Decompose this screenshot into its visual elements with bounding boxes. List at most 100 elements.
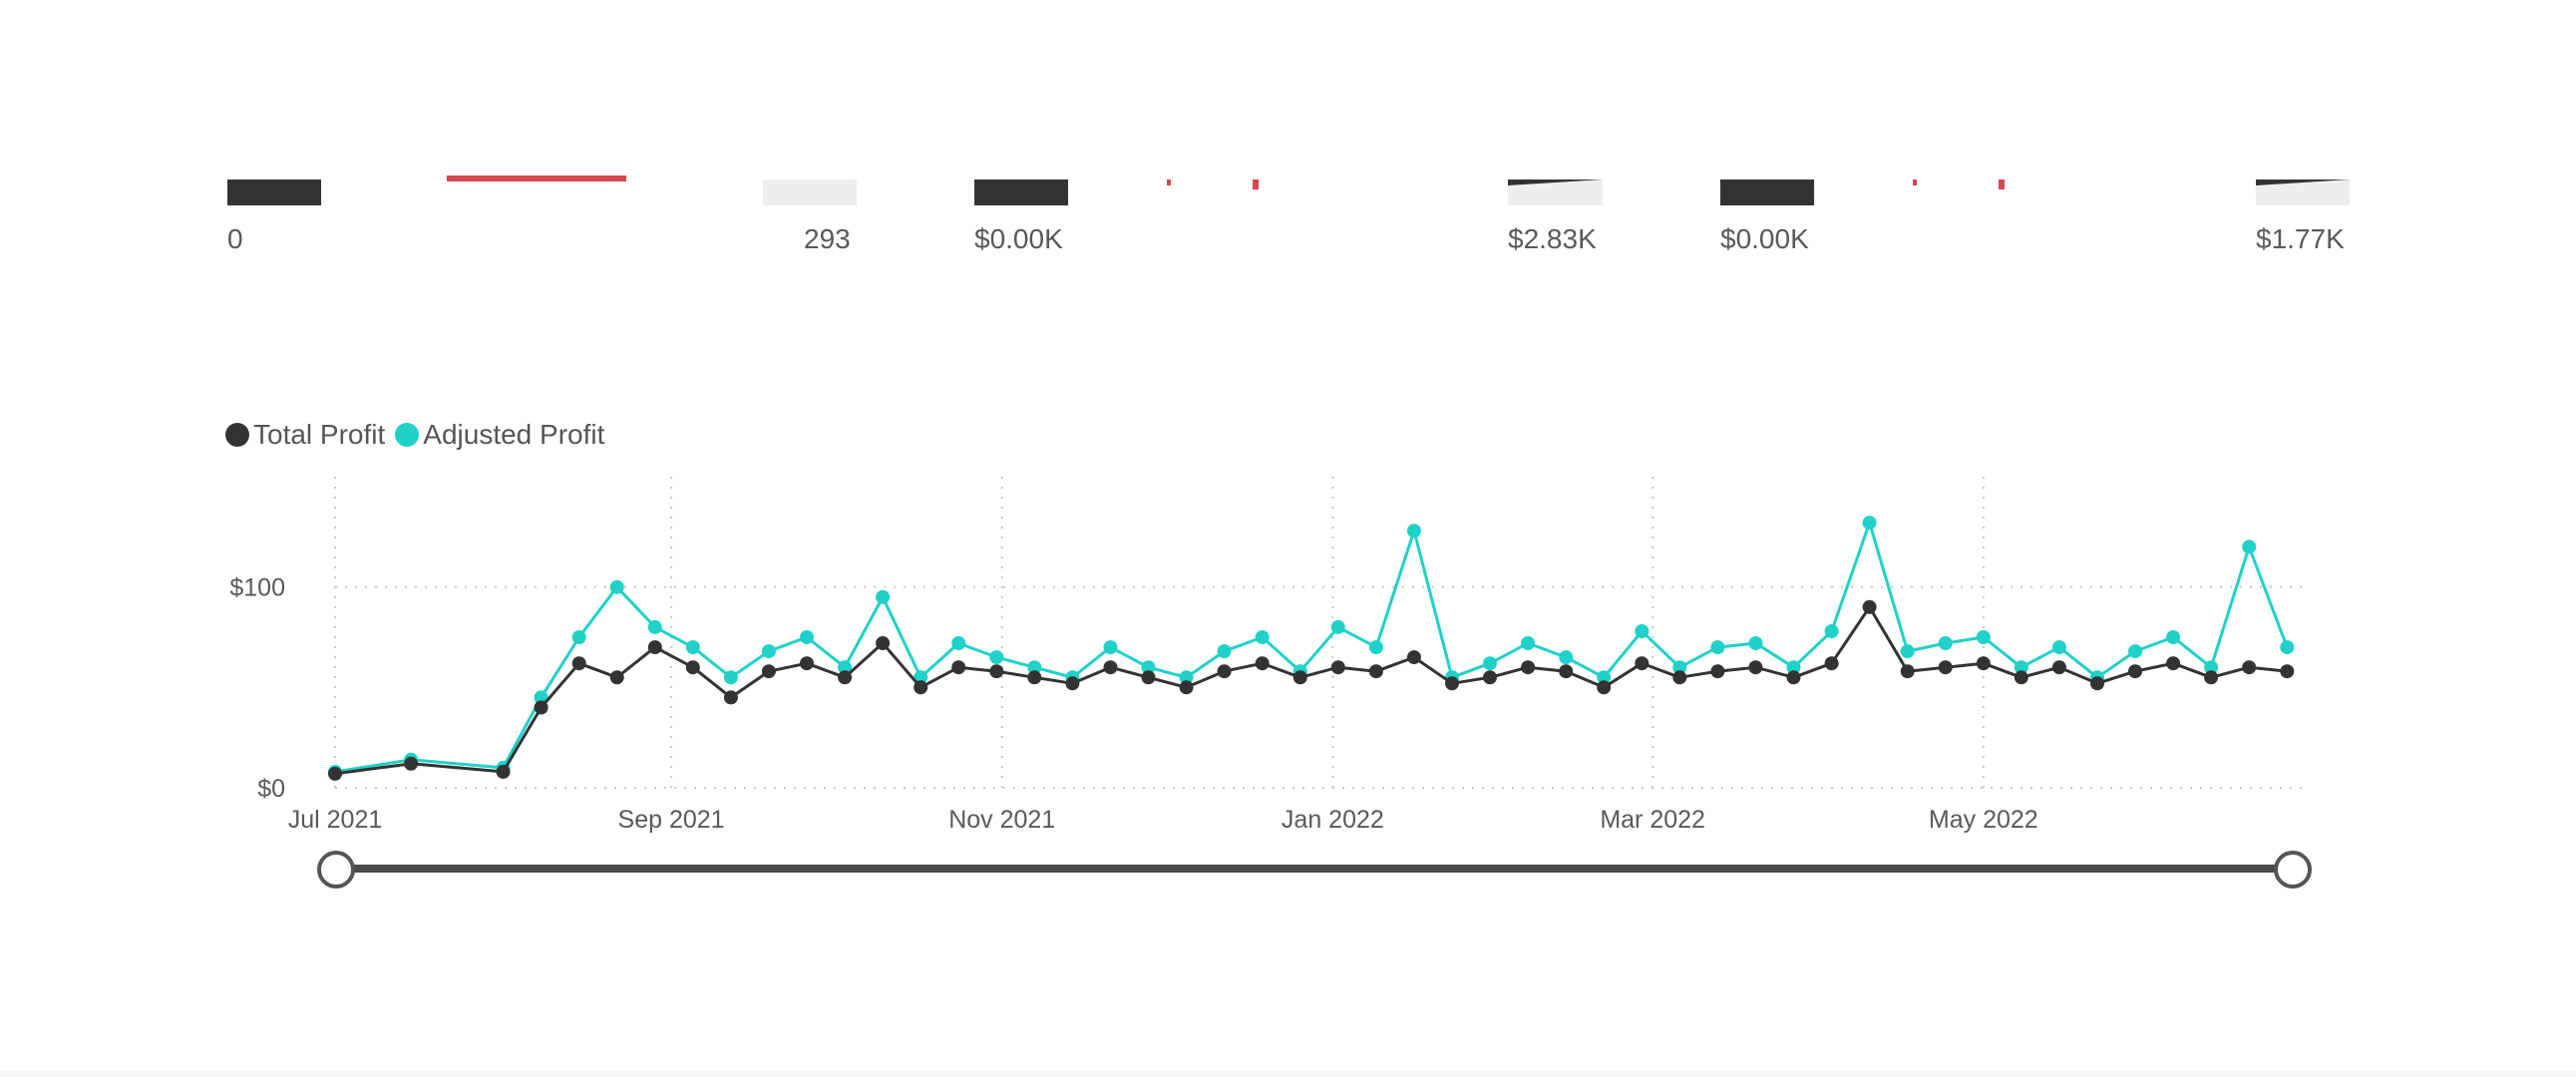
data-point-total-profit — [914, 680, 928, 695]
legend-label-total-profit: Total Profit — [253, 419, 386, 450]
profit-line-chart: $0 $100 Jul 2021 Sep 2021 Nov 2021 Jan 2022 Ma… — [229, 477, 2309, 834]
kpi-red-mark-4 — [1913, 180, 1917, 185]
x-tick-label: Mar 2022 — [1600, 806, 1705, 834]
data-point-adjusted-profit — [1710, 640, 1725, 655]
kpi-label-2: 293 — [804, 223, 851, 254]
kpi-red-mark-3 — [1253, 180, 1259, 189]
data-point-total-profit — [1368, 664, 1383, 679]
data-point-adjusted-profit — [647, 619, 662, 634]
data-point-total-profit — [1330, 660, 1345, 675]
date-range-start-handle[interactable] — [317, 851, 355, 889]
data-point-total-profit — [1976, 656, 1991, 671]
kpi-label-6: $1.77K — [2256, 223, 2345, 254]
data-point-adjusted-profit — [1255, 630, 1270, 644]
kpi-red-mark-1 — [447, 176, 626, 181]
data-point-adjusted-profit — [1521, 636, 1536, 650]
data-point-adjusted-profit — [609, 579, 624, 594]
data-point-total-profit — [1141, 670, 1156, 685]
kpi-wedge-1 — [1508, 180, 1603, 185]
kpi-label-3: $0.00K — [974, 223, 1063, 254]
date-range-slider-track[interactable] — [335, 865, 2294, 873]
data-point-total-profit — [2014, 670, 2028, 685]
data-point-total-profit — [761, 664, 776, 679]
kpi-bar-2 — [763, 180, 857, 205]
data-point-total-profit — [1672, 670, 1687, 685]
data-point-adjusted-profit — [1900, 644, 1915, 659]
legend-item-total-profit[interactable]: Total Profit — [225, 419, 385, 451]
data-point-total-profit — [404, 756, 419, 771]
data-point-total-profit — [1635, 656, 1650, 671]
data-point-total-profit — [1065, 676, 1080, 691]
chart-legend: Total Profit Adjusted Profit — [225, 419, 614, 451]
data-point-total-profit — [1900, 664, 1915, 679]
data-point-total-profit — [2051, 660, 2066, 675]
data-point-adjusted-profit — [1862, 516, 1877, 531]
data-point-adjusted-profit — [2128, 644, 2142, 659]
chart-series — [328, 516, 2295, 781]
data-point-total-profit — [1710, 664, 1725, 679]
data-point-total-profit — [838, 670, 853, 685]
chart-axes: $0 $100 Jul 2021 Sep 2021 Nov 2021 Jan 2022 Ma… — [229, 574, 2037, 834]
legend-dot-total-profit — [225, 423, 249, 447]
data-point-adjusted-profit — [761, 644, 776, 659]
data-point-total-profit — [496, 764, 511, 779]
data-point-total-profit — [723, 690, 738, 705]
data-point-adjusted-profit — [1179, 670, 1194, 685]
data-point-total-profit — [1103, 660, 1118, 675]
data-point-total-profit — [1027, 670, 1042, 685]
x-tick-label: Jul 2021 — [288, 806, 383, 834]
data-point-adjusted-profit — [723, 670, 738, 685]
data-point-total-profit — [1559, 664, 1574, 679]
data-point-adjusted-profit — [2280, 640, 2295, 655]
data-point-total-profit — [1217, 664, 1232, 679]
kpi-bar-3 — [974, 180, 1068, 205]
data-point-adjusted-profit — [1748, 636, 1763, 650]
data-point-adjusted-profit — [876, 589, 891, 604]
data-point-adjusted-profit — [2204, 660, 2219, 675]
date-range-end-handle[interactable] — [2274, 851, 2312, 889]
data-point-adjusted-profit — [1027, 660, 1042, 675]
data-point-total-profit — [1521, 660, 1536, 675]
data-point-total-profit — [2280, 664, 2295, 679]
data-point-adjusted-profit — [571, 630, 586, 644]
data-point-adjusted-profit — [1786, 660, 1801, 675]
data-point-total-profit — [989, 664, 1004, 679]
data-point-adjusted-profit — [2014, 660, 2028, 675]
x-tick-label: Nov 2021 — [948, 806, 1055, 834]
data-point-adjusted-profit — [951, 636, 966, 650]
data-point-total-profit — [1862, 599, 1877, 614]
series-line-total-profit — [334, 605, 2288, 776]
data-point-adjusted-profit — [1559, 650, 1574, 665]
data-point-adjusted-profit — [1672, 660, 1687, 675]
data-point-total-profit — [800, 656, 814, 671]
data-point-adjusted-profit — [2051, 640, 2066, 655]
legend-label-adjusted-profit: Adjusted Profit — [423, 419, 605, 450]
chart-gridlines — [334, 477, 2309, 789]
data-point-adjusted-profit — [989, 650, 1004, 665]
data-point-adjusted-profit — [1824, 624, 1839, 638]
data-point-adjusted-profit — [838, 660, 853, 675]
kpi-label-1: 0 — [227, 223, 243, 254]
data-point-total-profit — [609, 670, 624, 685]
data-point-total-profit — [1255, 656, 1270, 671]
data-point-adjusted-profit — [1103, 640, 1118, 655]
data-point-adjusted-profit — [2166, 630, 2181, 644]
legend-dot-adjusted-profit — [395, 423, 420, 447]
data-point-total-profit — [2166, 656, 2181, 671]
data-point-adjusted-profit — [1330, 619, 1345, 634]
data-point-total-profit — [1824, 656, 1839, 671]
data-point-adjusted-profit — [1597, 670, 1612, 685]
data-point-adjusted-profit — [1141, 660, 1156, 675]
data-point-total-profit — [1179, 680, 1194, 695]
data-point-adjusted-profit — [685, 640, 700, 655]
data-point-adjusted-profit — [1635, 624, 1650, 638]
data-point-total-profit — [1597, 680, 1612, 695]
data-point-total-profit — [571, 656, 586, 671]
data-point-total-profit — [1292, 670, 1307, 685]
kpi-label-4: $2.83K — [1508, 223, 1597, 254]
data-point-adjusted-profit — [1938, 636, 1953, 650]
y-tick-label: $0 — [257, 775, 285, 803]
data-point-total-profit — [1445, 676, 1459, 691]
x-tick-label: May 2022 — [1929, 806, 2038, 834]
legend-item-adjusted-profit[interactable]: Adjusted Profit — [395, 419, 604, 451]
